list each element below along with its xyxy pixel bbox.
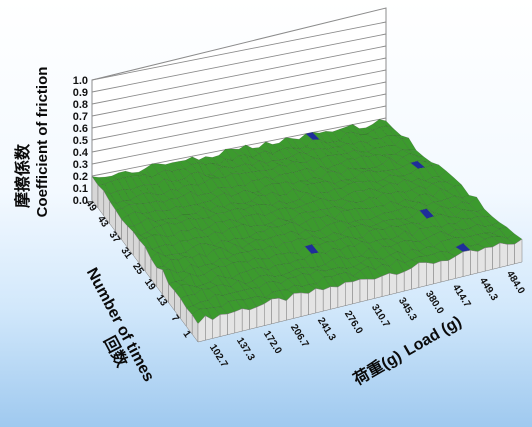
front-skirt-strip bbox=[367, 278, 375, 301]
front-skirt-strip bbox=[278, 297, 287, 323]
front-skirt-strip bbox=[433, 260, 442, 285]
front-skirt-strip bbox=[315, 288, 324, 314]
front-skirt-strip bbox=[374, 275, 383, 299]
surface-cell bbox=[379, 119, 394, 129]
z-tick-labels: 0.00.10.20.30.40.50.60.70.80.91.0 bbox=[73, 75, 89, 207]
y-tick-label: 1 bbox=[180, 329, 192, 340]
x-tick-label: 310.7 bbox=[369, 302, 392, 329]
z-axis-title-jp: 摩擦係数 bbox=[13, 143, 32, 208]
z-gridline bbox=[91, 57, 387, 117]
left-skirt-strip bbox=[91, 175, 99, 209]
front-skirt-strip bbox=[249, 306, 258, 330]
left-skirt-strip bbox=[156, 267, 163, 296]
front-skirt-strip bbox=[381, 272, 390, 297]
surface-cell bbox=[446, 177, 462, 187]
z-tick-label: 0.4 bbox=[73, 147, 89, 159]
front-skirt-strip bbox=[507, 243, 515, 266]
front-skirt-strip bbox=[264, 298, 272, 326]
front-skirt-strip bbox=[389, 272, 398, 296]
front-skirt-strip bbox=[234, 308, 243, 334]
z-tick-label: 0.0 bbox=[73, 195, 88, 207]
surface-cell bbox=[401, 137, 417, 151]
z-gridline bbox=[91, 81, 387, 141]
z-tick-label: 0.8 bbox=[73, 99, 88, 111]
z-tick-label: 0.5 bbox=[73, 135, 88, 147]
front-skirt-strip bbox=[345, 281, 353, 306]
front-skirt-strip bbox=[455, 251, 464, 279]
x-tick-label: 102.7 bbox=[207, 342, 230, 369]
z-tick-label: 0.6 bbox=[73, 123, 88, 135]
front-skirt-strip bbox=[448, 255, 456, 281]
front-skirt-strip bbox=[205, 315, 213, 341]
front-skirt-strip bbox=[499, 242, 508, 268]
x-tick-label: 172.0 bbox=[261, 329, 284, 356]
z-tick-label: 0.9 bbox=[73, 87, 88, 99]
front-skirt-strip bbox=[440, 260, 449, 283]
front-skirt-strip bbox=[403, 267, 412, 292]
x-tick-label: 206.7 bbox=[288, 322, 311, 349]
front-skirt-strip bbox=[462, 249, 471, 277]
x-tick-label: 414.7 bbox=[450, 282, 473, 309]
x-tick-label: 484.0 bbox=[504, 269, 527, 296]
friction-surface bbox=[91, 119, 523, 325]
front-skirt-strip bbox=[418, 262, 427, 288]
front-skirt-strip bbox=[396, 271, 405, 294]
front-skirt-strip bbox=[300, 292, 309, 317]
x-tick-label: 345.3 bbox=[396, 296, 419, 323]
front-skirt-strip bbox=[492, 242, 501, 270]
z-gridline bbox=[91, 105, 387, 165]
x-tick-label: 241.3 bbox=[315, 316, 338, 343]
front-skirt-strip bbox=[426, 262, 434, 286]
surface-cell bbox=[409, 149, 425, 157]
front-skirt-strip bbox=[352, 278, 361, 305]
front-skirt-strip bbox=[514, 238, 523, 265]
front-skirt-strip bbox=[470, 250, 479, 276]
z-axis-title-en: Coefficient of friction bbox=[34, 67, 51, 218]
x-tick-label: 449.3 bbox=[477, 276, 500, 303]
front-skirt-strip bbox=[241, 308, 250, 332]
y-tick-label: 7 bbox=[169, 313, 181, 324]
front-skirt-strip bbox=[337, 281, 346, 308]
z-tick-label: 0.2 bbox=[73, 171, 88, 183]
front-skirt-strip bbox=[271, 297, 280, 325]
front-skirt-strip bbox=[484, 246, 493, 272]
front-skirt-strip bbox=[219, 313, 228, 337]
z-gridlines bbox=[91, 21, 387, 201]
z-gridline bbox=[91, 21, 387, 81]
z-gridline bbox=[91, 117, 387, 177]
z-gridline bbox=[91, 33, 387, 93]
x-axis-title: 荷重(g)Load (g) bbox=[350, 312, 465, 389]
z-tick-label: 0.7 bbox=[73, 111, 88, 123]
z-gridline bbox=[91, 45, 387, 105]
surface-cell bbox=[439, 170, 455, 183]
z-tick-label: 1.0 bbox=[73, 75, 88, 87]
surface-skirts bbox=[91, 175, 523, 343]
front-skirt-strip bbox=[227, 311, 236, 336]
x-axis-title-jp: 荷重(g) bbox=[350, 346, 405, 389]
z-gridline bbox=[91, 93, 387, 153]
z-tick-label: 0.3 bbox=[73, 159, 88, 171]
z-gridline bbox=[91, 69, 387, 129]
x-tick-label: 137.3 bbox=[234, 336, 257, 363]
front-skirt-strip bbox=[256, 303, 265, 328]
x-tick-label: 380.0 bbox=[423, 289, 446, 316]
front-skirt-strip bbox=[359, 278, 368, 303]
surface-cell bbox=[424, 161, 439, 166]
front-skirt-strip bbox=[293, 292, 302, 319]
x-tick-label: 276.0 bbox=[342, 309, 365, 336]
surface-cell bbox=[499, 226, 515, 239]
front-skirt-strip bbox=[330, 286, 339, 310]
front-skirt-strip bbox=[322, 286, 331, 312]
front-skirt-strip bbox=[477, 247, 486, 274]
z-tick-label: 0.1 bbox=[73, 183, 88, 195]
